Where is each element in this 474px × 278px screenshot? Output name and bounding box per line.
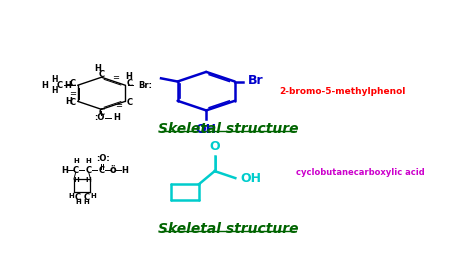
Text: H: H — [83, 200, 89, 205]
Text: H: H — [121, 166, 128, 175]
Text: C: C — [73, 166, 79, 175]
Text: C: C — [86, 166, 91, 175]
Text: H: H — [86, 177, 91, 183]
Text: H: H — [64, 81, 71, 90]
Text: H: H — [41, 81, 48, 90]
Text: H: H — [73, 177, 79, 183]
Text: H: H — [94, 64, 101, 73]
Text: ö: ö — [110, 165, 117, 175]
Text: cyclobutanecarboxylic acid: cyclobutanecarboxylic acid — [296, 168, 425, 177]
Text: C: C — [99, 166, 105, 175]
Text: H: H — [68, 193, 74, 198]
Text: :O: :O — [94, 113, 105, 122]
Text: =: = — [69, 89, 76, 98]
Text: C: C — [75, 193, 81, 202]
Text: OH: OH — [241, 172, 262, 185]
Text: H: H — [73, 158, 79, 164]
Text: C: C — [57, 81, 63, 90]
Text: OH: OH — [196, 123, 217, 136]
Text: C: C — [99, 70, 105, 79]
Text: H: H — [65, 97, 72, 106]
Text: C: C — [70, 79, 76, 88]
Text: :O:: :O: — [96, 154, 109, 163]
Text: H: H — [75, 200, 81, 205]
Text: H: H — [91, 193, 96, 198]
Text: H: H — [61, 166, 68, 175]
Text: O: O — [210, 140, 220, 153]
Text: 2-bromo-5-methylphenol: 2-bromo-5-methylphenol — [279, 87, 405, 96]
Text: H: H — [86, 158, 91, 164]
Text: Br: Br — [248, 74, 263, 87]
Text: H: H — [51, 86, 57, 95]
Text: C: C — [70, 98, 76, 107]
Text: H: H — [51, 75, 57, 85]
Text: =: = — [116, 101, 122, 110]
Text: C: C — [127, 79, 133, 88]
Text: C: C — [99, 108, 105, 117]
Text: H: H — [126, 72, 132, 81]
Text: Skeletal structure: Skeletal structure — [158, 121, 299, 136]
Text: =: = — [112, 73, 119, 82]
Text: C: C — [83, 193, 90, 202]
Text: Br:: Br: — [138, 81, 152, 90]
Text: H: H — [113, 113, 120, 122]
Text: Skeletal structure: Skeletal structure — [158, 222, 299, 236]
Text: C: C — [127, 98, 133, 107]
